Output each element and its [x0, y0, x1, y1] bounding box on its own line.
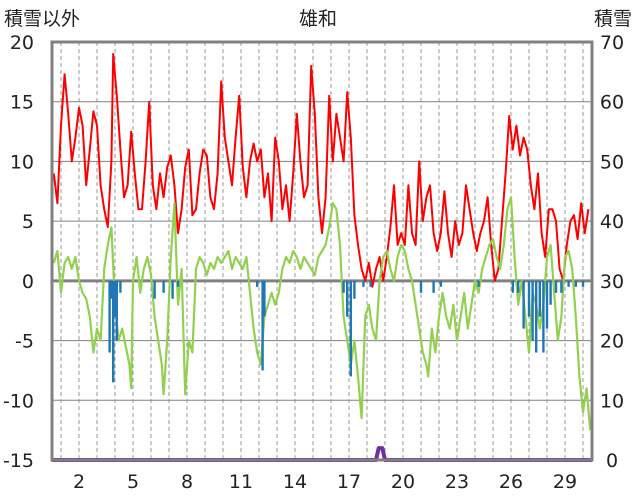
x-tick-label: 5 [127, 471, 139, 493]
precip-bar [115, 280, 118, 341]
precip-bar [538, 280, 541, 317]
precip-bar [176, 280, 180, 287]
chart-title: 雄和 [299, 8, 337, 30]
x-tick-label: 29 [553, 471, 577, 493]
precip-bar [112, 280, 115, 383]
x-tick-label: 11 [229, 471, 253, 493]
precip-bar [432, 280, 435, 293]
x-tick-label: 20 [391, 471, 415, 493]
precip-bar [531, 280, 534, 341]
precip-bar [522, 280, 525, 329]
precip-bar [108, 280, 111, 353]
precip-bar [263, 280, 266, 317]
min-temp-line [52, 196, 592, 431]
max-temp-line [52, 52, 590, 288]
right-axis-title: 積雪 [594, 8, 632, 30]
precip-bar [362, 280, 365, 287]
precip-bar [346, 280, 349, 317]
precip-bar [349, 280, 352, 377]
y-right-tick-label: 40 [600, 211, 624, 233]
precip-bar [542, 280, 545, 353]
precip-bar [581, 280, 585, 287]
precip-bar [162, 280, 165, 293]
precip-bar [549, 280, 552, 305]
x-tick-label: 26 [499, 471, 523, 493]
y-right-tick-label: 0 [606, 450, 618, 472]
x-tick-label: 2 [73, 471, 85, 493]
precip-bar [511, 280, 514, 293]
precip-bar [567, 280, 570, 287]
y-left-tick-label: 10 [10, 151, 34, 173]
precip-bar [119, 280, 122, 293]
precip-bar [535, 280, 538, 353]
y-left-tick-label: -10 [3, 390, 34, 412]
precip-bar [369, 280, 372, 287]
y-left-tick-label: -5 [15, 331, 34, 353]
precip-bar [342, 280, 345, 293]
precip-bar [560, 280, 563, 293]
y-right-tick-label: 60 [600, 92, 624, 114]
precip-bar [261, 280, 264, 371]
precip-bar [256, 280, 259, 287]
precip-bar [527, 280, 531, 317]
y-right-tick-label: 10 [600, 390, 624, 412]
y-right-tick-label: 70 [600, 32, 624, 54]
y-right-tick-label: 30 [600, 271, 624, 293]
y-right-tick-label: 20 [600, 331, 624, 353]
y-left-tick-label: -15 [3, 450, 34, 472]
x-tick-label: 23 [445, 471, 469, 493]
precip-bar [353, 280, 356, 299]
y-left-tick-label: 15 [10, 92, 34, 114]
precip-bar [554, 280, 558, 293]
y-right-tick-label: 50 [600, 151, 624, 173]
y-left-tick-label: 20 [10, 32, 34, 54]
y-left-tick-label: 0 [22, 271, 34, 293]
precip-bar [153, 280, 156, 299]
precip-bar [171, 280, 174, 299]
precip-bar [545, 280, 549, 329]
x-tick-label: 14 [283, 471, 307, 493]
precip-bar [113, 280, 117, 317]
precip-bar [110, 280, 113, 299]
precip-bar [439, 280, 442, 287]
precip-bar [477, 280, 480, 287]
y-left-tick-label: 5 [22, 211, 34, 233]
x-tick-label: 8 [181, 471, 193, 493]
precip-bar [574, 280, 577, 287]
plot-frame [50, 40, 594, 462]
precip-bar [419, 280, 423, 293]
precip-bar [517, 280, 520, 293]
x-tick-label: 17 [337, 471, 361, 493]
left-axis-title: 積雪以外 [4, 8, 80, 30]
